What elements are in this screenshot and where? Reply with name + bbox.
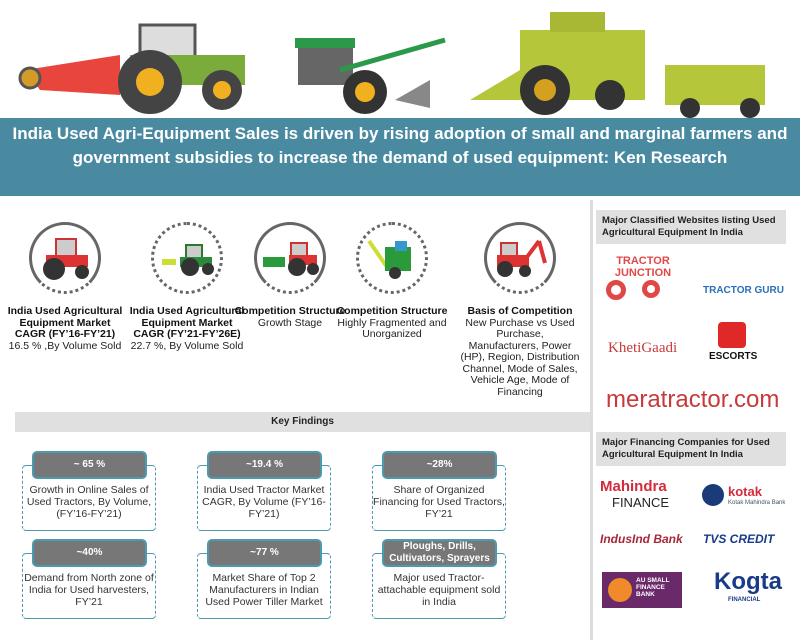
kotak-bank-name: Kotak Mahindra Bank <box>728 500 786 506</box>
khetigaadi-logo: KhetiGaadi <box>608 340 678 356</box>
stat-cagr-historic: India Used Agricultural Equipment Market… <box>5 222 125 352</box>
finding-value-badge: ~77 % <box>207 539 322 567</box>
power-tiller-illustration <box>295 37 446 114</box>
backhoe-icon <box>484 222 556 294</box>
indusind-logo: IndusInd Bank <box>600 532 683 546</box>
green-tractor-icon <box>151 222 223 294</box>
plough-illustration <box>18 55 120 95</box>
stat-cagr-forecast: India Used Agricultural Equipment Market… <box>127 222 247 352</box>
finding-text: Share of Organized Financing for Used Tr… <box>373 484 505 520</box>
kotak-logo: kotak <box>728 484 762 499</box>
agri-equipment-illustration <box>18 12 765 118</box>
tractor-junction-logo: TRACTOR JUNCTION <box>614 255 672 279</box>
tractor-guru-logo: TRACTOR GURU <box>703 285 784 296</box>
red-tractor-icon <box>29 222 101 294</box>
finding-text: Growth in Online Sales of Used Tractors,… <box>26 484 152 520</box>
kogta-logo: Kogta <box>714 568 782 595</box>
tractor-trailer-icon <box>254 222 326 294</box>
finding-card: Growth in Online Sales of Used Tractors,… <box>22 465 156 531</box>
finding-card: Major used Tractor-attachable equipment … <box>372 553 506 619</box>
classifieds-header: Major Classified Websites listing Used A… <box>596 210 786 244</box>
finding-value-badge: ~28% <box>382 451 497 479</box>
finding-value-badge: ~40% <box>32 539 147 567</box>
tvs-credit-logo: TVS CREDIT <box>703 532 775 546</box>
escorts-emblem-icon <box>718 322 746 348</box>
column-divider <box>590 200 593 640</box>
headline: India Used Agri-Equipment Sales is drive… <box>12 124 788 167</box>
finding-text: Demand from North zone of India for Used… <box>24 572 154 608</box>
au-bank-logo: AU SMALL FINANCE BANK <box>602 572 682 608</box>
finding-value-badge: ~19.4 % <box>207 451 322 479</box>
finding-card: Share of Organized Financing for Used Tr… <box>372 465 506 531</box>
tractor-junction-wheels-icon <box>606 280 666 300</box>
headline-banner: India Used Agri-Equipment Sales is drive… <box>0 118 800 196</box>
tractor-illustration <box>118 23 245 114</box>
financing-header: Major Financing Companies for Used Agric… <box>596 432 786 466</box>
meratractor-logo: meratractor.com <box>606 386 780 413</box>
finding-text: Major used Tractor-attachable equipment … <box>377 572 501 608</box>
stat-basis-of-competition: Basis of Competition New Purchase vs Used… <box>460 222 580 398</box>
kotak-emblem-icon <box>702 484 724 506</box>
finding-value-badge: ~ 65 % <box>32 451 147 479</box>
kogta-financial-label: FINANCIAL <box>728 597 761 603</box>
harvester-icon <box>356 222 428 294</box>
mahindra-logo: Mahindra <box>600 478 667 495</box>
mahindra-finance-logo: FINANCE <box>612 495 670 510</box>
stat-competition-stage: Competition Structure Growth Stage <box>230 222 350 329</box>
finding-value-badge: Ploughs, Drills, Cultivators, Sprayers <box>382 539 497 567</box>
harvester-illustration <box>470 12 765 118</box>
escorts-logo: ESCORTS <box>709 351 758 362</box>
stat-competition-structure: Competition Structure Highly Fragmented a… <box>332 222 452 341</box>
finding-text: India Used Tractor Market CAGR, By Volum… <box>202 484 326 520</box>
key-findings-header: Key Findings <box>15 412 590 432</box>
finding-text: Market Share of Top 2 Manufacturers in I… <box>205 572 323 608</box>
